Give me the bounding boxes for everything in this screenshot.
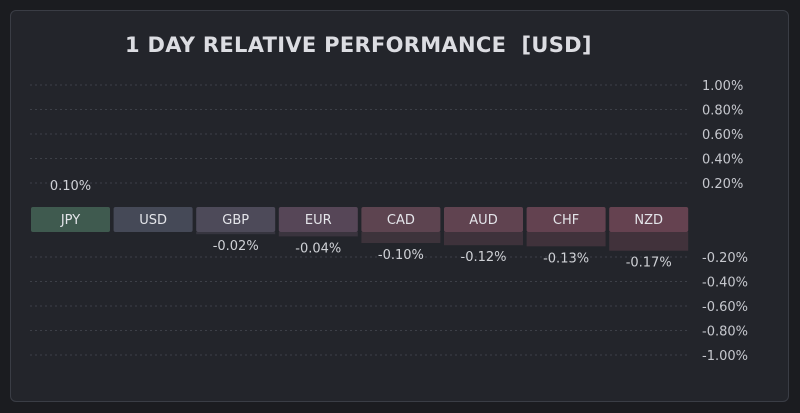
bar-aud xyxy=(444,207,523,232)
y-tick-label: 0.60% xyxy=(702,128,743,143)
y-tick-label: 0.40% xyxy=(702,153,743,168)
bar-extension xyxy=(609,232,689,251)
value-label: -0.12% xyxy=(461,250,507,265)
bar-label: AUD xyxy=(469,213,497,228)
chart-panel xyxy=(10,10,789,402)
bar-extension xyxy=(278,232,358,237)
y-tick-label: -0.20% xyxy=(702,251,748,266)
value-label: -0.17% xyxy=(626,256,672,271)
chart-title: 1 DAY RELATIVE PERFORMANCE [USD] xyxy=(125,33,592,57)
bar-usd xyxy=(113,207,193,232)
value-label: -0.02% xyxy=(213,239,259,254)
bar-label: CAD xyxy=(387,213,415,228)
bar-label: CHF xyxy=(553,213,579,228)
bar-label: EUR xyxy=(305,213,332,228)
bar-jpy xyxy=(31,207,110,232)
y-tick-label: 1.00% xyxy=(702,79,743,94)
bar-chf xyxy=(526,207,606,232)
bar-eur xyxy=(278,207,358,232)
y-tick-label: -0.80% xyxy=(702,325,748,340)
value-label: -0.10% xyxy=(378,248,424,263)
bar-cad xyxy=(361,207,441,232)
bar-label: USD xyxy=(139,213,167,228)
y-tick-label: 0.20% xyxy=(702,177,743,192)
value-label: -0.13% xyxy=(543,251,589,266)
y-tick-label: -0.40% xyxy=(702,276,748,291)
bar-extension xyxy=(444,232,523,246)
bar-extension xyxy=(361,232,441,243)
value-label: 0.10% xyxy=(50,179,91,194)
value-label: -0.04% xyxy=(295,241,341,256)
bar-label: NZD xyxy=(634,213,663,228)
y-tick-label: -1.00% xyxy=(702,349,748,364)
bar-label: GBP xyxy=(222,213,249,228)
bar-nzd xyxy=(609,207,689,232)
bar-extension xyxy=(526,232,606,247)
bar-extension xyxy=(196,232,276,235)
bar-gbp xyxy=(196,207,276,232)
bar-label: JPY xyxy=(60,213,80,228)
y-tick-label: -0.60% xyxy=(702,300,748,315)
y-tick-label: 0.80% xyxy=(702,104,743,119)
